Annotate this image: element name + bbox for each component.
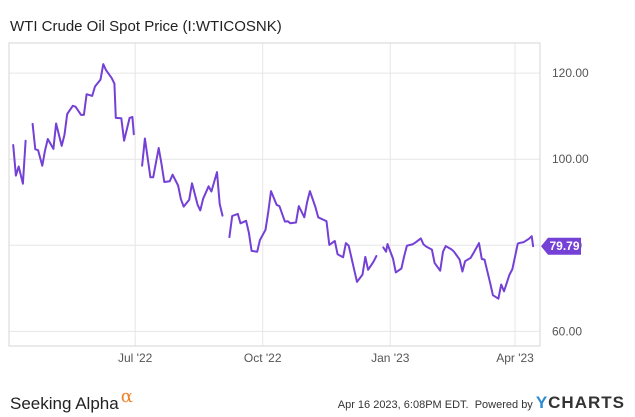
series-layer (12, 63, 535, 300)
x-tick-label: Jan '23 (371, 351, 410, 365)
x-tick-label: Jul '22 (118, 351, 153, 365)
chart-title: WTI Crude Oil Spot Price (I:WTICOSNK) (10, 18, 282, 35)
last-value-marker (541, 237, 581, 255)
footer-timestamp: Apr 16 2023, 6:08PM EDT. Powered by (338, 399, 533, 411)
y-tick-label: 120.00 (552, 66, 589, 80)
timestamp-text: Apr 16 2023, 6:08PM EDT. (337, 399, 469, 411)
series-line (12, 139, 27, 185)
seeking-alpha-text: Seeking Alpha (10, 394, 119, 413)
powered-by-text: Powered by (474, 399, 533, 411)
last-value-label: 79.79 (549, 239, 579, 253)
series-line (228, 190, 378, 283)
series-line (141, 137, 224, 217)
x-tick-label: Apr '23 (496, 351, 534, 365)
footer-attribution: Apr 16 2023, 6:08PM EDT. Powered by YCHA… (338, 393, 625, 413)
ycharts-logo[interactable]: YCHARTS (536, 393, 625, 413)
grid-layer (9, 43, 540, 346)
y-tick-label: 100.00 (552, 152, 589, 166)
series-line (31, 63, 135, 167)
ycharts-rest: CHARTS (548, 393, 625, 412)
x-tick-label: Oct '22 (244, 351, 282, 365)
seeking-alpha-logo: Seeking Alpha α (10, 386, 133, 414)
plot-frame (8, 42, 541, 347)
ycharts-y: Y (535, 393, 549, 412)
series-line (382, 235, 535, 300)
y-tick-label: 60.00 (552, 324, 582, 338)
alpha-symbol: α (120, 386, 133, 407)
